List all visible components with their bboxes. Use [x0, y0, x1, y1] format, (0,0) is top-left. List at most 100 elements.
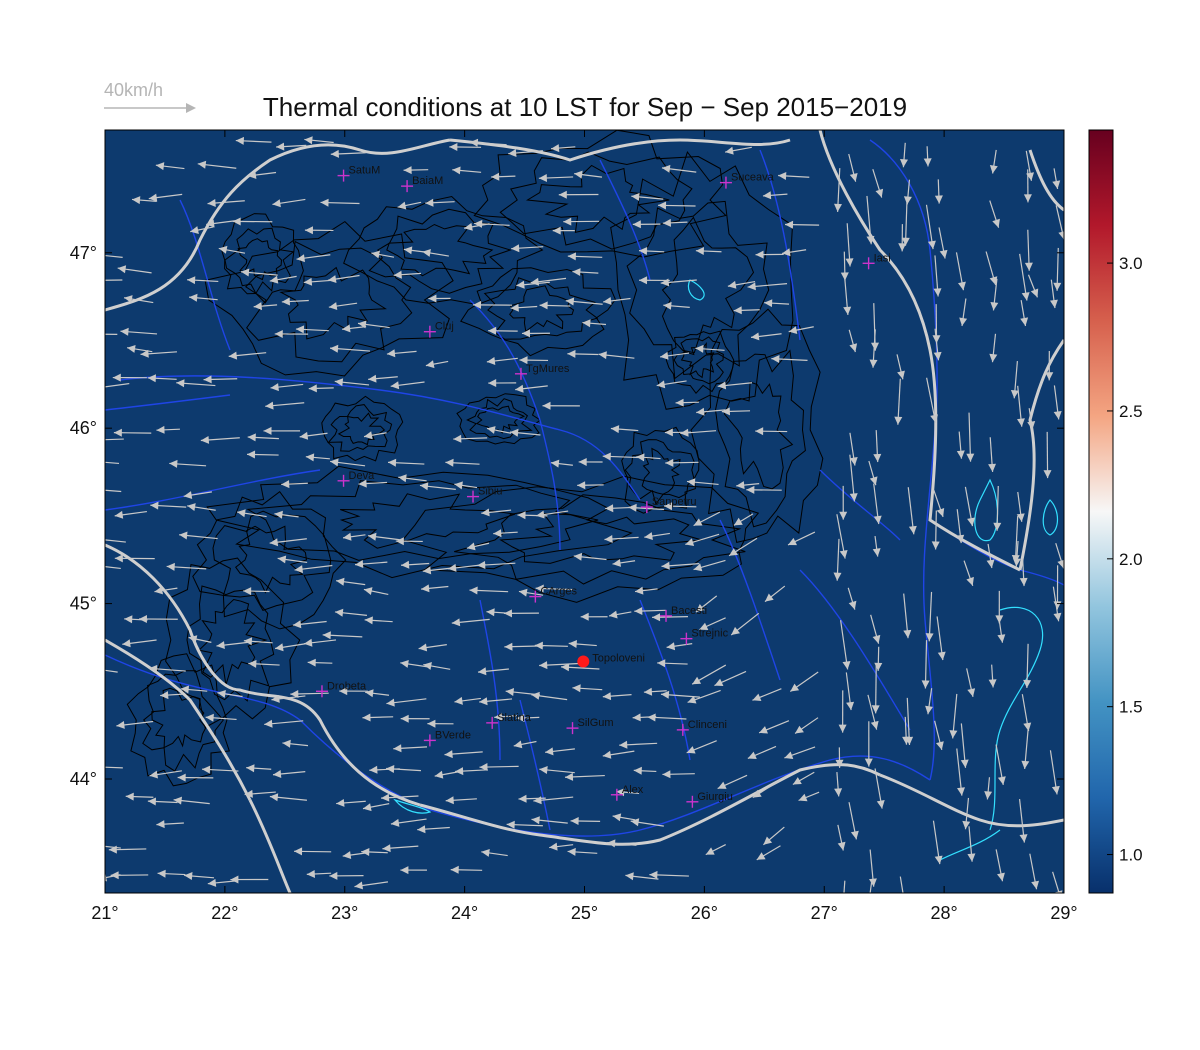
- wind-vector-head: [788, 537, 797, 546]
- wind-vector-head: [833, 572, 842, 581]
- contour-line: [690, 308, 824, 544]
- wind-vector-head: [846, 701, 855, 711]
- wind-vector-head: [330, 458, 339, 467]
- wind-vector: [835, 747, 844, 768]
- wind-vector-head: [602, 750, 612, 759]
- wind-vector-head: [872, 634, 881, 644]
- wind-vector-head: [228, 351, 238, 360]
- wind-vector: [1027, 408, 1036, 430]
- wind-vector: [452, 166, 482, 175]
- wind-vector-head: [565, 772, 574, 781]
- colorbar-tick-label: 2.0: [1119, 550, 1143, 569]
- wind-vector-head: [244, 789, 253, 798]
- wind-vector: [386, 765, 421, 773]
- wind-vector-head: [960, 759, 969, 768]
- wind-vector: [849, 432, 858, 466]
- wind-vector-head: [660, 351, 669, 360]
- wind-vector-head: [203, 375, 212, 384]
- wind-vector: [750, 332, 782, 341]
- wind-vector: [538, 174, 574, 182]
- wind-vector: [989, 333, 998, 363]
- wind-vector: [105, 539, 126, 543]
- lakes: [393, 279, 1059, 861]
- wind-vector: [764, 299, 790, 308]
- wind-vector: [956, 509, 965, 544]
- wind-vector-head: [649, 870, 658, 879]
- wind-vector-head: [746, 485, 755, 494]
- wind-vector-head: [477, 561, 486, 569]
- wind-vector: [762, 191, 788, 200]
- wind-vector-head: [269, 275, 279, 284]
- river-line: [519, 699, 551, 831]
- wind-vector-head: [518, 794, 527, 803]
- wind-vector: [602, 750, 635, 759]
- wind-vector: [272, 770, 306, 778]
- wind-vector: [845, 672, 855, 711]
- wind-vector: [539, 301, 571, 310]
- wind-vector: [1050, 279, 1058, 309]
- wind-vector-head: [539, 661, 548, 670]
- wind-vector: [272, 198, 306, 208]
- wind-vector: [187, 276, 219, 285]
- wind-vector-shaft: [840, 620, 849, 670]
- wind-vector-head: [633, 766, 642, 775]
- wind-vector-head: [902, 736, 911, 745]
- wind-vector: [869, 329, 878, 368]
- wind-vector: [506, 820, 543, 829]
- wind-vector-head: [873, 515, 882, 524]
- river-line: [479, 599, 501, 761]
- wind-vector-head: [1019, 834, 1028, 843]
- wind-vector-shaft: [105, 382, 130, 388]
- wind-vector-head: [966, 576, 974, 586]
- wind-vector-head: [602, 692, 612, 701]
- wind-vector: [752, 688, 782, 701]
- wind-vector: [903, 179, 912, 205]
- wind-vector-head: [747, 282, 756, 291]
- wind-vector: [481, 508, 512, 517]
- wind-vector: [149, 770, 182, 779]
- wind-vector: [836, 514, 848, 559]
- wind-vector: [607, 839, 637, 848]
- wind-vector: [988, 664, 997, 688]
- map-background: [105, 130, 1064, 893]
- wind-vector: [956, 431, 965, 459]
- wind-vector-head: [271, 694, 280, 703]
- wind-vector-head: [510, 428, 519, 437]
- wind-vector-head: [1027, 421, 1036, 430]
- wind-vector-head: [997, 776, 1006, 785]
- wind-vector-head: [330, 344, 339, 353]
- wind-vector-head: [900, 159, 908, 168]
- wind-vector-head: [232, 217, 241, 226]
- wind-vector: [680, 428, 717, 437]
- wind-vector-shaft: [105, 539, 126, 543]
- wind-vector-head: [1021, 292, 1030, 301]
- city-label: Cluj: [435, 321, 454, 333]
- wind-vector-head: [246, 764, 255, 773]
- wind-vector-head: [149, 664, 158, 673]
- wind-vector: [510, 303, 538, 312]
- wind-vector-head: [160, 691, 169, 700]
- contour-line: [723, 381, 794, 490]
- wind-vector: [237, 509, 267, 518]
- wind-vector: [154, 586, 178, 595]
- wind-vector: [755, 427, 788, 436]
- wind-vector-head: [132, 196, 141, 205]
- wind-vector: [639, 276, 670, 285]
- wind-vector-head: [666, 642, 676, 651]
- country-border: [248, 799, 292, 893]
- wind-vector: [610, 425, 639, 434]
- wind-vector: [638, 247, 665, 255]
- wind-vector-head: [705, 847, 715, 855]
- wind-vector-shaft: [968, 412, 972, 462]
- lake-outline: [939, 829, 1001, 861]
- wind-vector: [923, 146, 932, 167]
- wind-vector-head: [247, 171, 257, 179]
- wind-vector: [105, 461, 120, 465]
- wind-vector: [362, 803, 390, 812]
- wind-vector: [466, 542, 490, 551]
- contour-line: [509, 285, 575, 333]
- city-marker: Sanpetru: [640, 496, 696, 514]
- wind-vector-head: [845, 258, 854, 267]
- wind-vector-head: [83, 485, 91, 493]
- wind-vector: [329, 344, 370, 353]
